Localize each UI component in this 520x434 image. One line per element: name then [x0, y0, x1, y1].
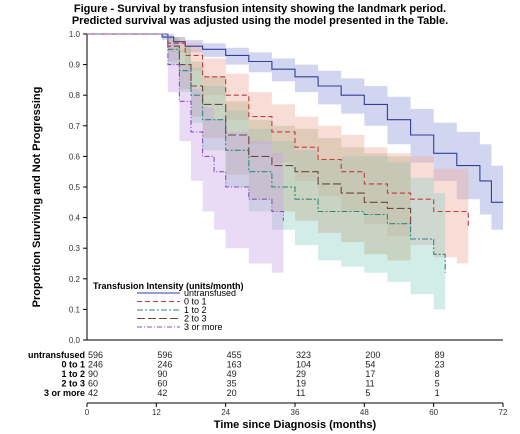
- risk-count: 42: [157, 388, 167, 398]
- ci-band-1: [87, 34, 469, 270]
- legend-entry-2: 1 to 2: [184, 305, 207, 315]
- risk-count: 42: [88, 388, 98, 398]
- series-line-4: [87, 33, 284, 221]
- risk-count: 163: [227, 360, 242, 370]
- y-axis-title: Proportion Surviving and Not Progressing: [31, 87, 43, 308]
- risk-count: 596: [157, 350, 172, 360]
- y-tick-label: 0.1: [69, 305, 81, 314]
- risk-count: 29: [296, 369, 306, 379]
- risk-count: 17: [365, 369, 375, 379]
- ci-band-2: [87, 34, 446, 322]
- x-tick-label: 0: [85, 408, 90, 417]
- x-tick-label: 60: [429, 408, 438, 417]
- risk-count: 323: [296, 350, 311, 360]
- risk-count: 60: [157, 379, 167, 389]
- risk-count: 90: [88, 369, 98, 379]
- risk-count: 596: [88, 350, 103, 360]
- series-line-1: [87, 33, 469, 227]
- y-tick-label: 0.4: [69, 214, 81, 223]
- x-tick-label: 48: [360, 408, 369, 417]
- series-line-3: [87, 33, 412, 224]
- risk-count: 11: [296, 388, 305, 398]
- risk-count: 246: [157, 360, 172, 370]
- chart-subtitle: Predicted survival was adjusted using th…: [71, 15, 449, 27]
- y-tick-label: 0.3: [69, 244, 81, 253]
- chart-title: Figure - Survival by transfusion intensi…: [73, 3, 447, 15]
- x-axis-title: Time since Diagnosis (months): [214, 419, 377, 431]
- risk-count: 54: [365, 360, 375, 370]
- series-line-0: [87, 33, 503, 203]
- y-tick-label: 0.6: [69, 152, 81, 161]
- legend-entry-0: untransfused: [184, 288, 236, 298]
- risk-count: 19: [296, 379, 306, 389]
- x-tick-label: 12: [152, 408, 161, 417]
- risk-row-label: 2 to 3: [61, 379, 85, 389]
- risk-count: 35: [227, 379, 237, 389]
- risk-row-label: 3 or more: [44, 388, 85, 398]
- legend-entry-1: 0 to 1: [184, 297, 207, 307]
- legend-entry-3: 2 to 3: [184, 314, 207, 324]
- y-tick-label: 0.7: [69, 122, 81, 131]
- ci-band-4: [87, 34, 284, 282]
- risk-count: 20: [227, 388, 237, 398]
- y-tick-label: 0.5: [69, 183, 81, 192]
- y-tick-label: 0.2: [69, 275, 81, 284]
- x-tick-label: 36: [291, 408, 300, 417]
- risk-count: 89: [435, 350, 445, 360]
- risk-count: 1: [435, 388, 440, 398]
- risk-count: 11: [365, 379, 374, 389]
- risk-count: 104: [296, 360, 311, 370]
- risk-count: 8: [435, 369, 440, 379]
- risk-row-label: 1 to 2: [61, 369, 85, 379]
- legend-entry-4: 3 or more: [184, 322, 223, 332]
- risk-count: 200: [365, 350, 380, 360]
- x-tick-label: 24: [221, 408, 230, 417]
- y-tick-label: 0.0: [69, 336, 81, 345]
- risk-count: 23: [435, 360, 445, 370]
- risk-count: 455: [227, 350, 242, 360]
- risk-count: 90: [157, 369, 167, 379]
- risk-row-label: untransfused: [28, 350, 85, 360]
- risk-row-label: 0 to 1: [61, 360, 85, 370]
- y-tick-label: 0.9: [69, 61, 81, 70]
- y-tick-label: 1.0: [69, 30, 81, 39]
- risk-count: 60: [88, 379, 98, 389]
- legend-title: Transfusion Intensity (units/month): [93, 281, 244, 291]
- risk-count: 246: [88, 360, 103, 370]
- risk-count: 49: [227, 369, 237, 379]
- y-tick-label: 0.8: [69, 91, 81, 100]
- risk-count: 5: [435, 379, 440, 389]
- risk-count: 5: [365, 388, 370, 398]
- x-tick-label: 72: [499, 408, 508, 417]
